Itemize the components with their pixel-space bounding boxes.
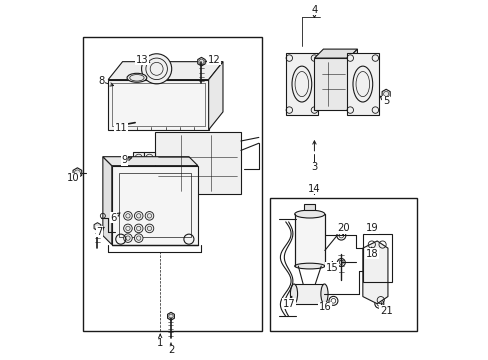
- Text: 2: 2: [167, 345, 174, 355]
- Bar: [362, 234, 391, 282]
- Polygon shape: [94, 223, 101, 230]
- Text: 4: 4: [311, 5, 317, 15]
- Circle shape: [142, 54, 171, 84]
- Text: 3: 3: [311, 162, 317, 172]
- Bar: [285, 53, 317, 116]
- Text: 14: 14: [307, 184, 320, 194]
- Circle shape: [145, 212, 153, 220]
- Circle shape: [123, 224, 132, 233]
- Polygon shape: [167, 312, 174, 320]
- Text: 12: 12: [207, 55, 220, 65]
- Ellipse shape: [127, 73, 146, 82]
- Circle shape: [145, 224, 153, 233]
- Text: 9: 9: [121, 155, 127, 165]
- Bar: [293, 284, 324, 304]
- Text: 10: 10: [67, 173, 79, 183]
- Text: 17: 17: [283, 299, 295, 309]
- Polygon shape: [102, 157, 112, 244]
- Ellipse shape: [320, 284, 327, 304]
- Bar: [346, 53, 378, 116]
- Circle shape: [123, 212, 132, 220]
- Polygon shape: [108, 80, 208, 130]
- Polygon shape: [381, 89, 389, 99]
- Text: 1: 1: [157, 338, 163, 348]
- Polygon shape: [362, 241, 387, 304]
- Ellipse shape: [294, 210, 324, 218]
- Text: 16: 16: [318, 302, 331, 312]
- Text: 6: 6: [110, 213, 117, 222]
- Ellipse shape: [290, 284, 297, 304]
- Polygon shape: [108, 62, 223, 80]
- Circle shape: [134, 224, 142, 233]
- Text: 8: 8: [98, 76, 104, 86]
- Bar: [294, 214, 324, 266]
- Text: 5: 5: [382, 96, 388, 106]
- Text: 18: 18: [365, 248, 377, 258]
- Ellipse shape: [294, 263, 324, 269]
- Polygon shape: [208, 62, 223, 130]
- Bar: [304, 204, 314, 211]
- Text: 7: 7: [96, 227, 102, 237]
- Bar: [133, 152, 144, 163]
- Polygon shape: [314, 49, 357, 58]
- Polygon shape: [197, 57, 205, 66]
- Text: 13: 13: [136, 55, 148, 65]
- Polygon shape: [348, 49, 357, 110]
- Text: 20: 20: [336, 224, 349, 233]
- Circle shape: [123, 234, 132, 242]
- Text: 11: 11: [114, 123, 127, 133]
- Polygon shape: [73, 168, 81, 178]
- Text: 15: 15: [325, 263, 338, 273]
- Bar: [119, 173, 190, 237]
- Bar: [143, 152, 155, 163]
- Bar: [269, 198, 416, 330]
- Polygon shape: [102, 157, 198, 166]
- Circle shape: [134, 212, 142, 220]
- Bar: [314, 58, 348, 110]
- Text: 21: 21: [379, 306, 392, 316]
- Circle shape: [134, 234, 142, 242]
- Text: 19: 19: [365, 224, 377, 233]
- Bar: [112, 166, 198, 244]
- Bar: [83, 37, 262, 330]
- Bar: [155, 132, 241, 194]
